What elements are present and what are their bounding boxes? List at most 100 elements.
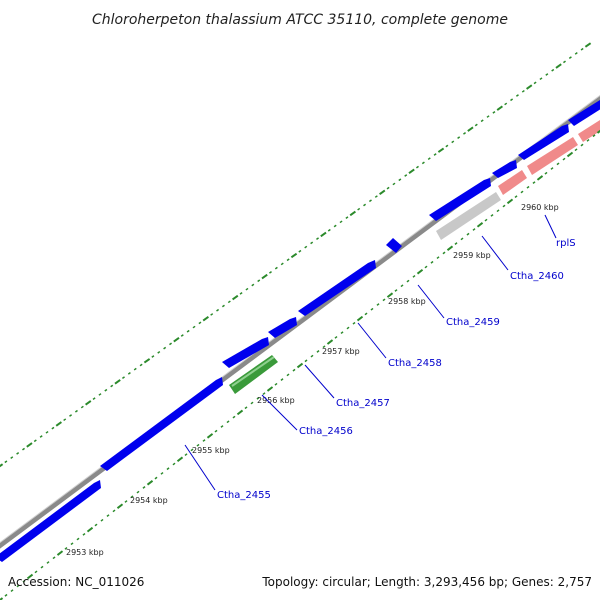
genome-summary-text: Topology: circular; Length: 3,293,456 bp… (261, 575, 592, 589)
inner-track-tick (226, 420, 230, 424)
outer-track-tick (386, 186, 390, 190)
inner-track-tick (412, 274, 416, 278)
genome-backbone (0, 94, 600, 549)
outer-track-tick (55, 421, 62, 427)
outer-track-tick (286, 258, 290, 262)
inner-track-tick (296, 362, 304, 369)
gene-bar-ctha-2459[interactable] (298, 260, 376, 316)
inner-track-tick (202, 439, 206, 442)
gene-bar-ctha-2455[interactable] (100, 377, 223, 471)
outer-track-tick (280, 262, 284, 266)
outer-track-tick (163, 346, 167, 350)
inner-track-tick (596, 129, 600, 134)
outer-track-tick (4, 460, 8, 464)
gene-bar-ribosomal-2[interactable] (527, 137, 578, 175)
outer-track-tick (551, 68, 555, 72)
inner-tick-track (0, 129, 600, 600)
outer-track-tick (198, 321, 202, 325)
inner-track-tick (490, 214, 494, 217)
outer-track-tick (467, 126, 474, 132)
outer-track-tick (210, 313, 214, 316)
outer-track-tick (304, 245, 308, 249)
inner-track-tick (536, 175, 544, 181)
inner-track-tick (304, 359, 308, 363)
outer-track-tick (521, 89, 525, 93)
outer-track-tick (433, 153, 437, 156)
outer-track-tick (486, 115, 490, 118)
outer-track-tick (139, 363, 143, 367)
outer-track-tick (463, 132, 467, 135)
inner-track-tick (26, 573, 34, 580)
inner-track-tick (562, 157, 566, 161)
outer-track-tick (39, 435, 43, 438)
inner-track-tick (592, 134, 596, 138)
outer-track-tick (104, 388, 108, 392)
outer-track-tick (437, 147, 445, 153)
outer-track-tick (186, 329, 190, 333)
outer-track-tick (398, 178, 402, 182)
gene-bar-ctha-2460[interactable] (436, 192, 501, 240)
outer-track-tick (74, 409, 78, 413)
outer-track-tick (133, 367, 137, 371)
inner-track-tick (4, 593, 8, 597)
outer-track-tick (363, 203, 367, 207)
inner-track-tick (176, 456, 184, 463)
outer-track-tick (504, 102, 508, 106)
outer-track-tick (339, 220, 343, 224)
outer-track-tick (415, 165, 419, 169)
gene-label-ctha-2456[interactable]: Ctha_2456 (299, 426, 353, 437)
gene-bar-small-1[interactable] (386, 238, 402, 253)
outer-track-tick (333, 224, 337, 228)
outer-track-tick (63, 418, 67, 422)
outer-track-tick (349, 210, 356, 217)
inner-track-tick (142, 486, 146, 489)
accession-text: Accession: NC_011026 (8, 575, 144, 589)
inner-track-tick (526, 185, 530, 189)
outer-track-tick (574, 52, 578, 55)
leader-ctha-2455 (184, 444, 216, 491)
outer-track-tick (290, 252, 298, 259)
gene-bar-unnamed-3[interactable] (492, 160, 517, 178)
inner-track-tick (400, 284, 404, 288)
outer-track-tick (445, 144, 449, 148)
inner-track-tick (94, 523, 98, 527)
outer-track-tick (580, 47, 584, 51)
inner-track-tick (196, 443, 200, 447)
outer-track-tick (110, 384, 114, 388)
inner-track-tick (46, 561, 50, 564)
gene-bar-ctha-2456[interactable] (229, 355, 278, 394)
outer-track-tick (474, 123, 478, 127)
outer-track-tick (310, 241, 314, 245)
inner-track-tick (364, 312, 368, 316)
gene-label-ctha-2459[interactable]: Ctha_2459 (446, 317, 500, 328)
inner-track-tick (352, 321, 356, 325)
gene-bar-ctha-2457[interactable] (222, 337, 269, 368)
gene-bar-unnamed-1[interactable] (0, 480, 101, 562)
inner-track-tick (502, 204, 506, 208)
gene-label-rpls[interactable]: rplS (556, 238, 576, 249)
inner-track-tick (442, 251, 446, 255)
outer-track-tick (239, 292, 243, 295)
outer-track-tick (327, 228, 331, 232)
gene-label-ctha-2457[interactable]: Ctha_2457 (336, 398, 390, 409)
inner-track-tick (544, 171, 548, 175)
gene-bar-rpls[interactable] (498, 170, 527, 195)
outer-track-tick (121, 376, 125, 379)
gene-bar-unnamed-2[interactable] (429, 178, 491, 221)
inner-track-tick (124, 500, 128, 503)
gene-label-ctha-2460[interactable]: Ctha_2460 (510, 271, 564, 282)
forward-strand-track (0, 97, 600, 562)
outer-track-tick (392, 182, 396, 186)
inner-track-tick (556, 162, 560, 166)
gene-bar-unnamed-4[interactable] (518, 124, 569, 160)
inner-track-tick (52, 556, 56, 560)
gene-bar-unnamed-5[interactable] (568, 97, 600, 126)
outer-track-tick (345, 216, 349, 219)
gene-label-ctha-2455[interactable]: Ctha_2455 (217, 490, 271, 501)
gene-label-ctha-2458[interactable]: Ctha_2458 (388, 358, 442, 369)
inner-track-tick (280, 378, 284, 381)
inner-track-tick (424, 265, 428, 269)
gene-bar-ribosomal-3[interactable] (578, 120, 600, 142)
scale-label-2956: 2956 kbp (257, 396, 295, 405)
gene-bar-ctha-2458[interactable] (268, 317, 297, 338)
